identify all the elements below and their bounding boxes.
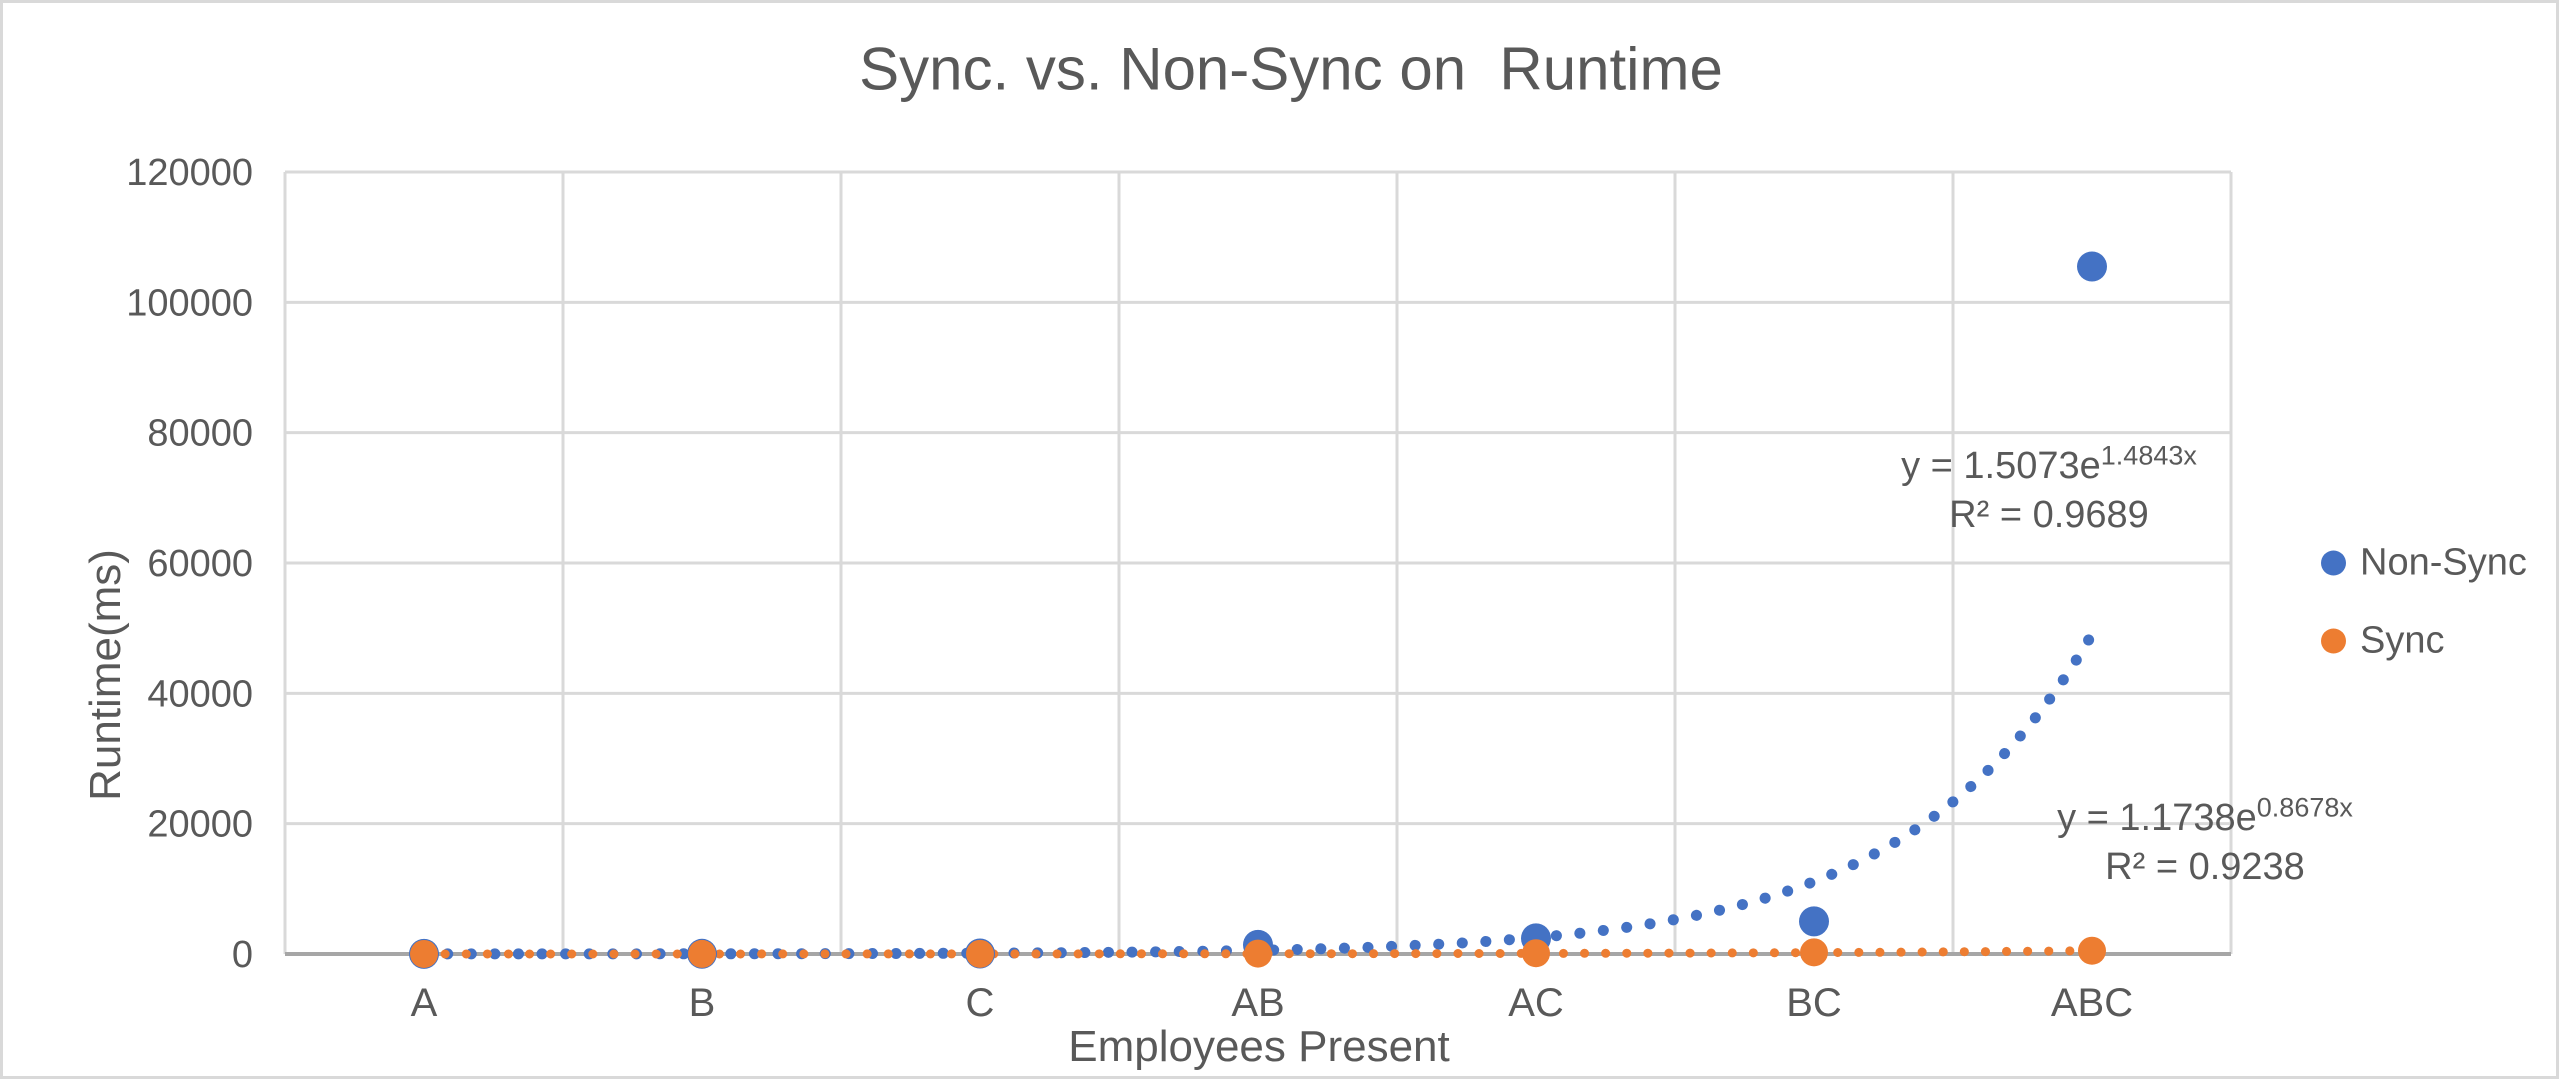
y-axis-title: Runtime(ms) [81, 549, 130, 801]
trendline-equation-nonsync: y = 1.5073e1.4843x R² = 0.9689 [1901, 442, 2197, 540]
x-category-label: AB [1231, 981, 1284, 1025]
legend-marker-nonsync-icon [2321, 550, 2346, 576]
x-axis-title: Employees Present [1068, 1022, 1450, 1071]
equation-base: y = 1.1738e [2057, 797, 2257, 839]
legend-label-sync: Sync [2360, 619, 2445, 662]
chart-title: Sync. vs. Non-Sync on Runtime [859, 35, 1723, 103]
x-category-label: B [689, 981, 716, 1025]
x-category-label: C [966, 981, 995, 1025]
legend-marker-sync-icon [2321, 628, 2346, 654]
data-point-non-sync-abc[interactable] [2077, 251, 2107, 282]
data-point-sync-b[interactable] [688, 939, 716, 968]
data-point-sync-ab[interactable] [1244, 939, 1272, 968]
y-tick-label: 60000 [147, 543, 253, 585]
trendline-equation-sync: y = 1.1738e0.8678x R² = 0.9238 [2057, 794, 2353, 892]
y-tick-label: 40000 [147, 673, 253, 715]
legend-item-sync[interactable]: Sync [2321, 620, 2444, 663]
data-point-sync-abc[interactable] [2078, 936, 2106, 965]
trendline-r2-sync: R² = 0.9238 [2105, 846, 2305, 888]
legend-item-nonsync[interactable]: Non-Sync [2321, 542, 2527, 585]
equation-exponent: 1.4843x [2100, 440, 2197, 471]
y-tick-label: 100000 [126, 282, 253, 324]
equation-exponent: 0.8678x [2256, 792, 2353, 823]
y-tick-label: 120000 [126, 152, 253, 194]
x-category-label: ABC [2051, 981, 2133, 1025]
data-point-sync-bc[interactable] [1800, 938, 1828, 967]
data-point-sync-c[interactable] [966, 939, 994, 968]
trendline-equation-nonsync-formula: y = 1.5073e1.4843x [1901, 442, 2197, 491]
legend-label-nonsync: Non-Sync [2360, 541, 2527, 584]
trendline-non-sync [418, 628, 2098, 960]
data-point-non-sync-bc[interactable] [1799, 906, 1829, 937]
data-point-sync-ac[interactable] [1522, 939, 1550, 968]
x-category-label: AC [1508, 981, 1564, 1025]
x-category-label: A [411, 981, 438, 1025]
y-tick-label: 20000 [147, 804, 253, 846]
trendline-r2-nonsync: R² = 0.9689 [1949, 494, 2149, 536]
y-tick-label: 80000 [147, 413, 253, 455]
equation-base: y = 1.5073e [1901, 445, 2101, 487]
trendline-equation-sync-formula: y = 1.1738e0.8678x [2057, 794, 2353, 843]
data-point-sync-a[interactable] [410, 939, 438, 968]
y-tick-label: 0 [232, 934, 253, 976]
x-category-label: BC [1786, 981, 1842, 1025]
